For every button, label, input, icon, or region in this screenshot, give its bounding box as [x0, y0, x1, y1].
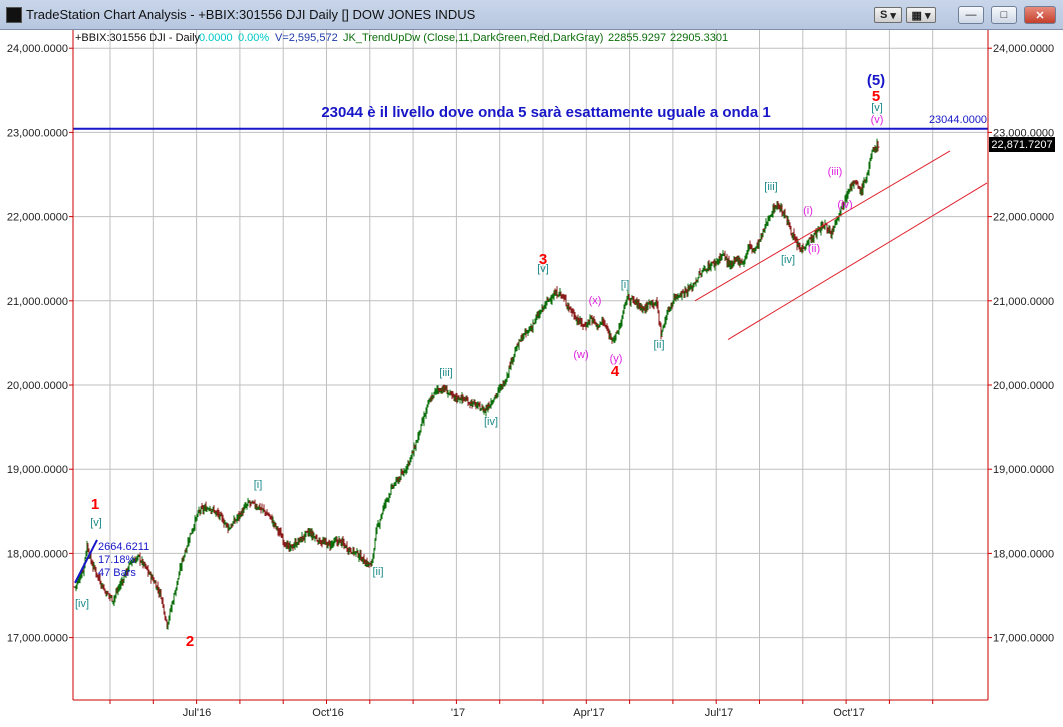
last-price: 22,871.7207 [991, 139, 1052, 151]
s-button[interactable]: S ▾ [874, 7, 902, 23]
indicator-value-1: 22855.9297 [608, 32, 666, 44]
maximize-button[interactable]: □ [991, 6, 1017, 24]
y-tick-label-left: 19,000.0000 [7, 464, 68, 476]
wave-label: 4 [611, 363, 620, 380]
wave-label: [iii] [439, 367, 452, 379]
channel-lower-line [727, 182, 988, 340]
x-tick-label: Apr'17 [573, 707, 604, 719]
app-icon [6, 7, 22, 23]
wave-label: [iv] [484, 416, 498, 428]
axes: 17,000.0000 17,000.0000 18,000.0000 18,000.… [7, 30, 1054, 719]
s-button-label: S [880, 9, 888, 21]
chart-volume: V=2,595,572 [275, 32, 338, 44]
wave1-info-text: 2664.6211 [98, 541, 149, 553]
y-tick-label-left: 21,000.0000 [7, 296, 68, 308]
maximize-icon: □ [1000, 9, 1008, 21]
wave-label: (v) [871, 114, 884, 126]
grid-lines [73, 30, 988, 700]
y-tick-label-right: 19,000.0000 [993, 464, 1054, 476]
y-tick-label-right: 23,000.0000 [993, 127, 1054, 139]
price-bars [73, 138, 880, 630]
level-label: 23044.0000 [929, 114, 987, 126]
wave-label: [ii] [373, 566, 384, 578]
window-titlebar[interactable]: TradeStation Chart Analysis - +BBIX:3015… [0, 0, 1063, 30]
annotation-text: 23044 è il livello dove onda 5 sarà esat… [321, 104, 770, 121]
wave-label: (i) [803, 205, 813, 217]
x-tick-label: Oct'17 [833, 707, 864, 719]
wave-label: [v] [90, 517, 102, 529]
wave-label: 2 [186, 633, 194, 650]
y-tick-label-left: 17,000.0000 [7, 633, 68, 645]
indicator-value-2: 22905.3301 [670, 32, 728, 44]
wave-label: (ii) [808, 243, 820, 255]
y-tick-label-left: 22,000.0000 [7, 212, 68, 224]
x-tick-label: Jul'17 [705, 707, 733, 719]
x-tick-label: '17 [451, 707, 465, 719]
y-tick-label-left: 24,000.0000 [7, 43, 68, 55]
chart-window[interactable]: 2664.6211 17.18% 47 Bars 17,000.0000 17,000… [0, 30, 1063, 727]
wave-label: (y) [610, 353, 623, 365]
y-tick-label-right: 22,000.0000 [993, 212, 1054, 224]
y-tick-label-left: 18,000.0000 [7, 548, 68, 560]
wave-label: 3 [539, 251, 547, 268]
wave-label: [iii] [764, 181, 777, 193]
channel-upper-line [694, 150, 951, 302]
y-tick-label-right: 17,000.0000 [993, 633, 1054, 645]
wave-label: (iv) [837, 199, 852, 211]
wave1-info-text: 47 Bars [98, 567, 136, 579]
last-price-box [989, 137, 1055, 152]
x-tick-label: Jul'16 [183, 707, 211, 719]
close-icon: ✕ [1035, 9, 1045, 22]
wave-label: [v] [871, 102, 883, 114]
wave-labels: 1[v][iv]2[i][ii][iii][iv]3[v](x)(w) (y)4[… [75, 72, 885, 650]
wave-label: 1 [91, 496, 99, 513]
indicator-name: JK_TrendUpDw (Close,11,DarkGreen,Red,Dar… [343, 32, 603, 44]
y-tick-label-right: 24,000.0000 [993, 43, 1054, 55]
wave-label: (w) [573, 349, 588, 361]
grid-button[interactable]: ▦ ▾ [906, 7, 936, 23]
minimize-button[interactable]: — [958, 6, 984, 24]
wave-label: 5 [872, 88, 880, 105]
minimize-icon: — [965, 9, 977, 21]
x-tick-label: Oct'16 [312, 707, 343, 719]
chart-symbol: +BBIX:301556 DJI - Daily [75, 32, 201, 44]
wave-label: [iv] [75, 598, 89, 610]
wave1-info-text: 17.18% [98, 554, 136, 566]
chart-change: 0.0000 [199, 32, 233, 44]
chart-change-pct: 0.00% [238, 32, 269, 44]
y-tick-label-left: 20,000.0000 [7, 380, 68, 392]
close-button[interactable]: ✕ [1024, 6, 1056, 24]
wave-label: (5) [867, 72, 885, 89]
wave-label: [ii] [654, 339, 665, 351]
chart-background [0, 30, 1063, 727]
y-tick-label-right: 21,000.0000 [993, 296, 1054, 308]
grid-icon: ▦ [911, 9, 922, 22]
wave-label: [i] [254, 479, 263, 491]
wave-label: [iv] [781, 254, 795, 266]
y-tick-label-right: 18,000.0000 [993, 548, 1054, 560]
y-tick-label-right: 20,000.0000 [993, 380, 1054, 392]
wave-label: [i] [621, 279, 630, 291]
y-tick-label-left: 23,000.0000 [7, 127, 68, 139]
wave1-trendline [74, 539, 98, 584]
wave-label: [v] [537, 263, 549, 275]
window-title: TradeStation Chart Analysis - +BBIX:3015… [26, 7, 476, 22]
wave-label: (x) [589, 295, 602, 307]
wave-label: (iii) [828, 166, 843, 178]
